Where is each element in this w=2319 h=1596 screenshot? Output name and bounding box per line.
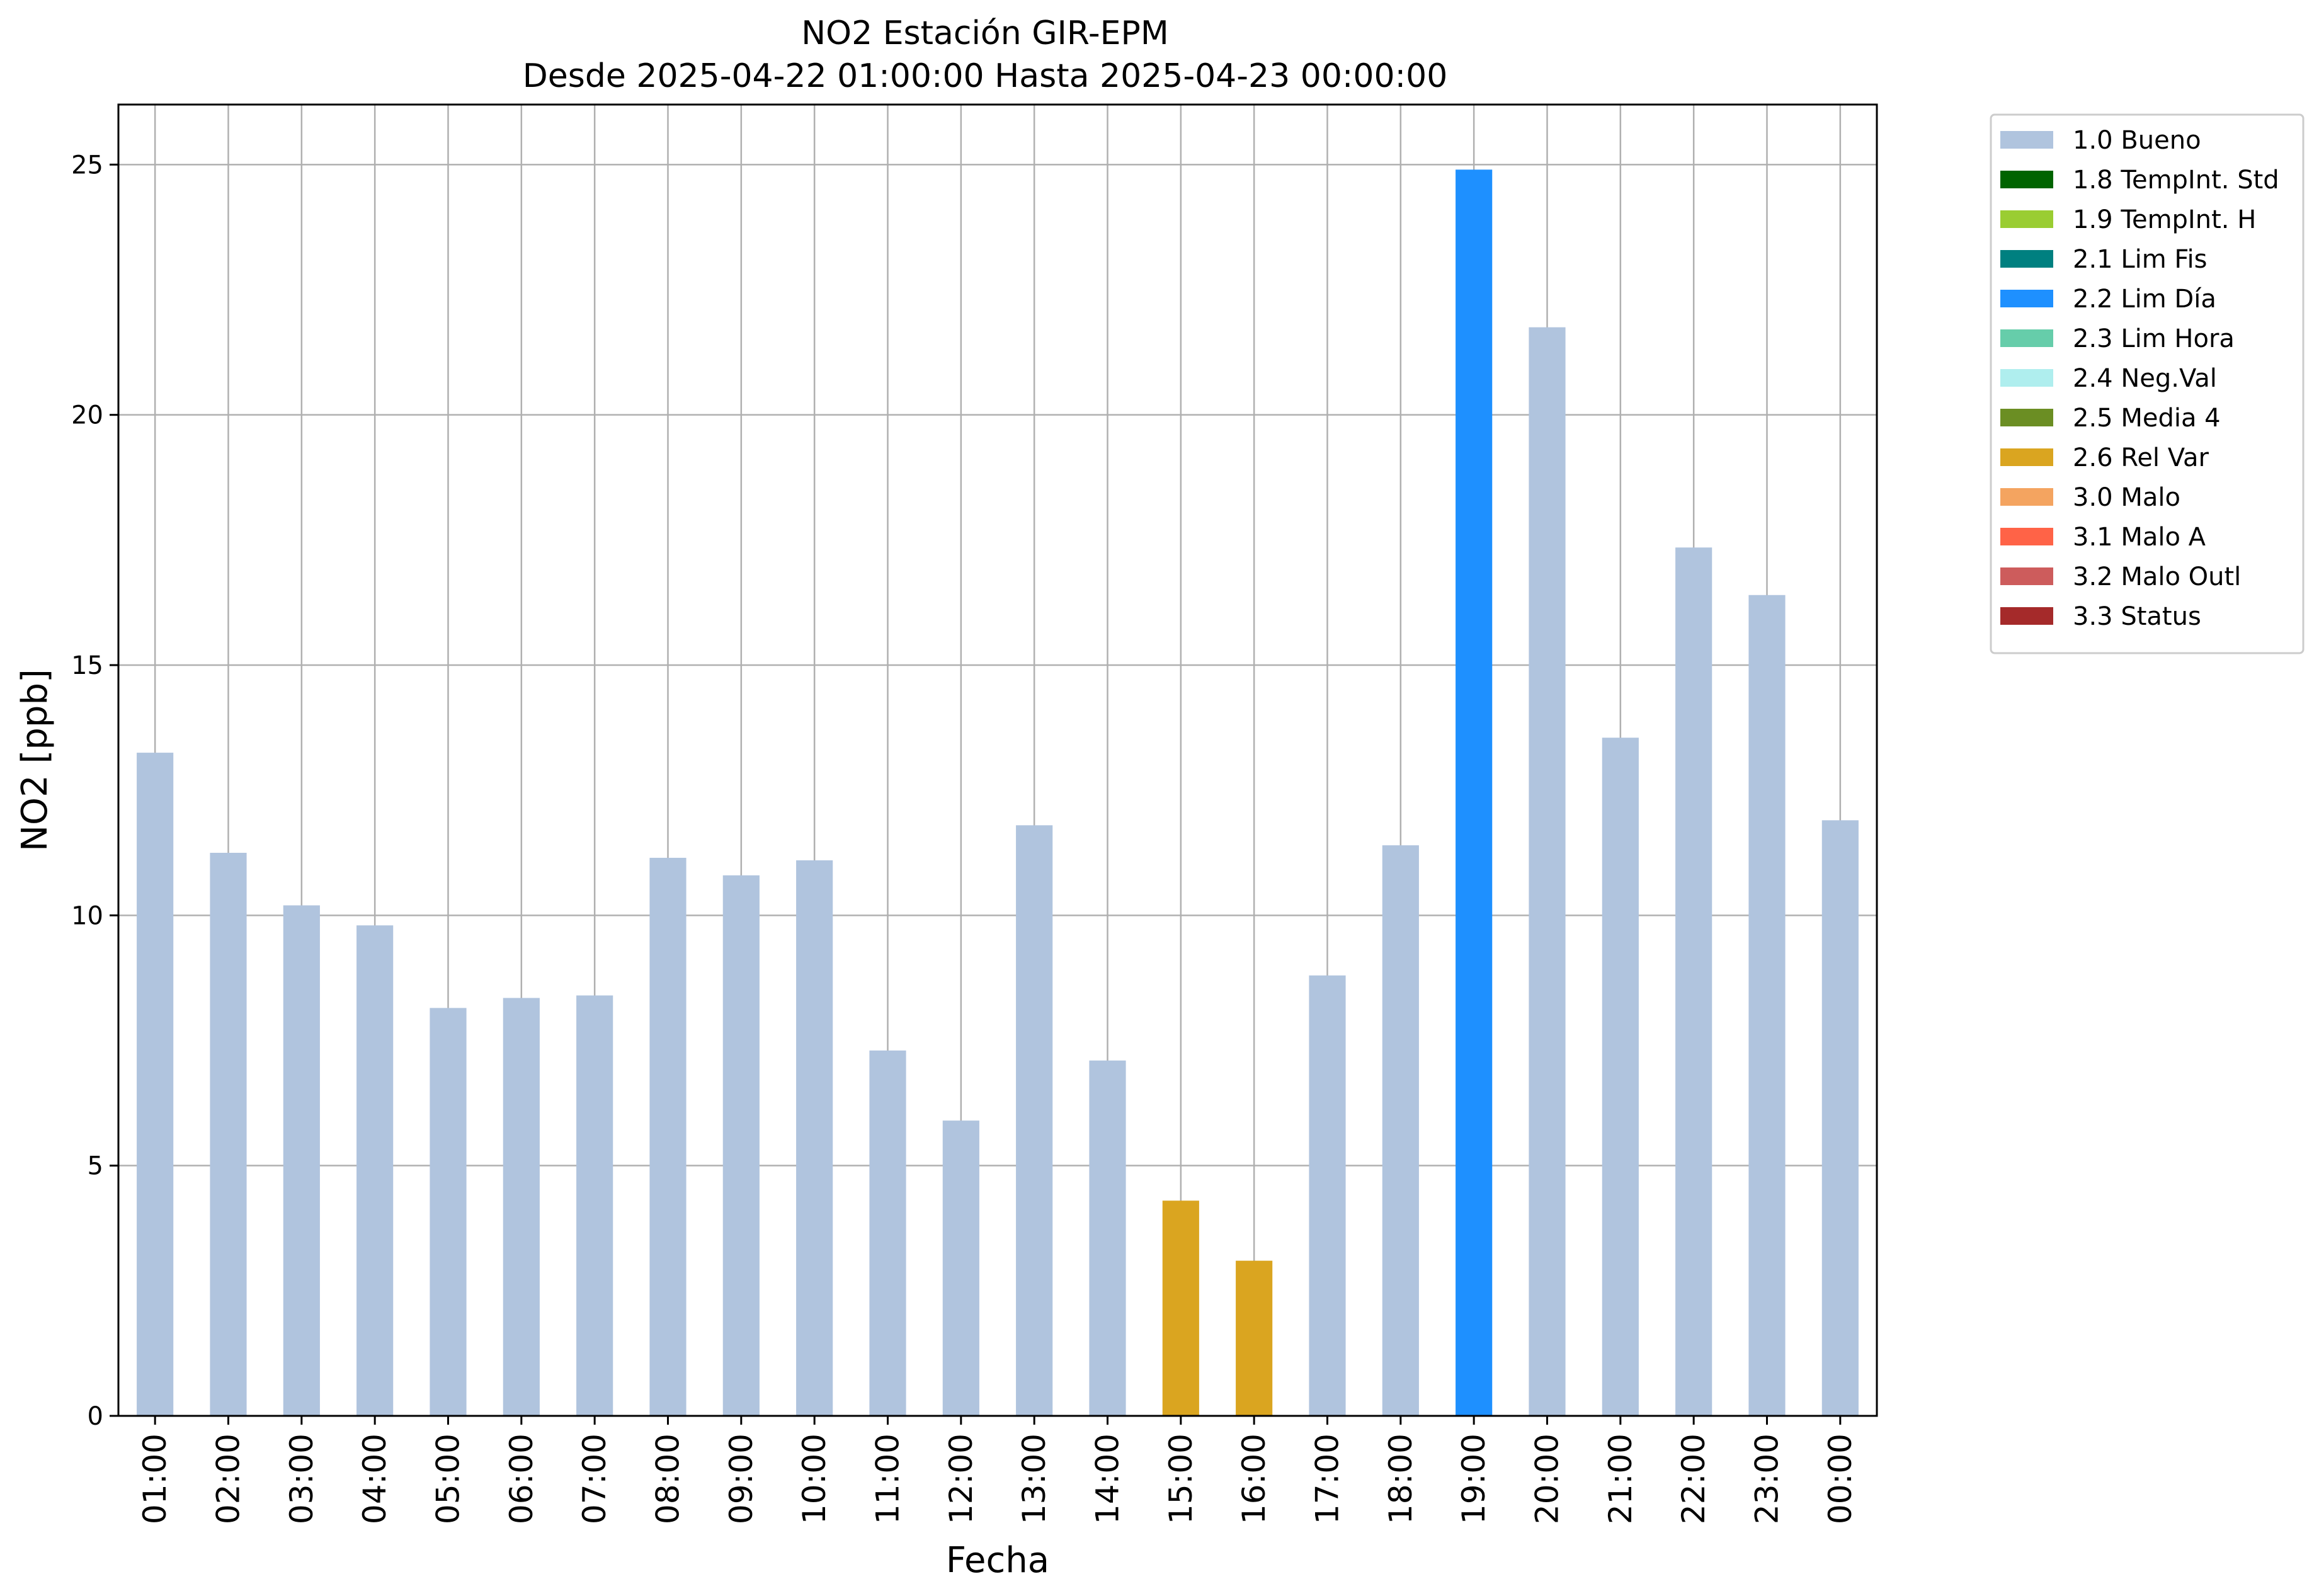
chart-title: NO2 Estación GIR-EPM <box>801 14 1168 52</box>
bar-1900 <box>1456 169 1493 1416</box>
x-axis-label: Fecha <box>946 1540 1049 1581</box>
x-axis-ticks: 01:00 02:00 03:00 04:00 05:00 06:00 07:00 08:00… <box>137 1416 1859 1524</box>
bar-0100 <box>137 753 174 1416</box>
legend-label: 2.1 Lim Fis <box>2073 245 2207 274</box>
x-tick-label: 04:00 <box>356 1434 393 1524</box>
x-tick-label: 05:00 <box>430 1434 467 1524</box>
legend-label: 2.2 Lim Día <box>2073 285 2216 314</box>
legend-label: 3.2 Malo Outl <box>2073 562 2241 591</box>
y-tick-label: 5 <box>88 1152 103 1181</box>
legend-frame <box>1990 113 2305 654</box>
bar-0200 <box>210 853 247 1416</box>
bar-0900 <box>722 875 760 1416</box>
bar-0700 <box>576 995 613 1416</box>
legend-swatch <box>2000 409 2053 426</box>
y-axis-ticks: 0 5 10 15 20 25 <box>71 151 118 1431</box>
bar-1500 <box>1162 1200 1199 1416</box>
x-tick-label: 07:00 <box>576 1434 613 1524</box>
legend-swatch <box>2000 369 2053 387</box>
x-tick-label: 20:00 <box>1529 1434 1566 1524</box>
bar-1800 <box>1382 845 1419 1416</box>
bar-2100 <box>1602 738 1639 1416</box>
x-tick-label: 01:00 <box>137 1434 173 1524</box>
x-tick-label: 00:00 <box>1822 1434 1859 1524</box>
legend-label: 2.4 Neg.Val <box>2073 364 2217 393</box>
legend-label: 3.1 Malo A <box>2073 523 2206 552</box>
legend-swatch <box>2000 329 2053 347</box>
y-tick-label: 15 <box>71 651 103 680</box>
x-tick-label: 23:00 <box>1749 1434 1786 1524</box>
x-tick-label: 02:00 <box>210 1434 247 1524</box>
x-tick-label: 16:00 <box>1236 1434 1272 1524</box>
x-tick-label: 17:00 <box>1309 1434 1346 1524</box>
x-tick-label: 21:00 <box>1602 1434 1639 1524</box>
legend-swatch <box>2000 528 2053 545</box>
x-tick-label: 10:00 <box>796 1434 833 1524</box>
plot-frame <box>117 103 1878 1417</box>
y-axis-label: NO2 [ppb] <box>14 669 55 852</box>
legend-label: 1.0 Bueno <box>2073 126 2201 155</box>
x-tick-label: 22:00 <box>1675 1434 1712 1524</box>
x-tick-label: 13:00 <box>1016 1434 1052 1524</box>
bar-2000 <box>1529 327 1566 1416</box>
x-tick-label: 15:00 <box>1163 1434 1199 1524</box>
x-tick-label: 14:00 <box>1090 1434 1126 1524</box>
bar-1400 <box>1089 1060 1126 1416</box>
bar-0600 <box>503 998 540 1416</box>
x-tick-label: 19:00 <box>1456 1434 1492 1524</box>
bar-0500 <box>430 1008 467 1416</box>
x-tick-label: 18:00 <box>1382 1434 1419 1524</box>
x-tick-label: 09:00 <box>723 1434 760 1524</box>
legend: 1.0 Bueno 1.8 TempInt. Std 1.9 TempInt. H 2… <box>1990 113 2305 654</box>
bar-1300 <box>1016 825 1053 1416</box>
bar-0400 <box>356 925 394 1416</box>
x-tick-label: 11:00 <box>870 1434 906 1524</box>
y-tick-label: 25 <box>71 151 103 180</box>
bar-1100 <box>869 1050 906 1416</box>
bar-1600 <box>1236 1260 1273 1416</box>
y-tick-label: 20 <box>71 401 103 430</box>
legend-swatch <box>2000 607 2053 625</box>
bar-1700 <box>1309 975 1346 1416</box>
legend-label: 3.0 Malo <box>2073 483 2180 512</box>
legend-swatch <box>2000 567 2053 585</box>
x-tick-label: 06:00 <box>503 1434 540 1524</box>
legend-swatch <box>2000 171 2053 188</box>
legend-label: 2.5 Media 4 <box>2073 404 2221 433</box>
y-tick-label: 0 <box>88 1402 103 1431</box>
y-tick-label: 10 <box>71 901 103 930</box>
legend-label: 1.8 TempInt. Std <box>2073 166 2279 195</box>
bars <box>137 169 1859 1416</box>
x-tick-label: 08:00 <box>650 1434 687 1524</box>
legend-label: 1.9 TempInt. H <box>2073 205 2256 234</box>
bar-2300 <box>1748 595 1786 1416</box>
legend-label: 2.6 Rel Var <box>2073 443 2209 472</box>
legend-label: 2.3 Lim Hora <box>2073 324 2235 353</box>
bar-1000 <box>796 860 833 1416</box>
chart-subtitle: Desde 2025-04-22 01:00:00 Hasta 2025-04-… <box>523 57 1448 95</box>
x-tick-label: 12:00 <box>943 1434 979 1524</box>
legend-swatch <box>2000 488 2053 506</box>
bar-0000 <box>1821 820 1859 1416</box>
legend-swatch <box>2000 250 2053 268</box>
legend-swatch <box>2000 290 2053 307</box>
legend-label: 3.3 Status <box>2073 602 2201 631</box>
legend-swatch <box>2000 131 2053 149</box>
legend-swatch <box>2000 448 2053 466</box>
bar-0300 <box>283 905 320 1416</box>
bar-2200 <box>1675 547 1712 1416</box>
x-tick-label: 03:00 <box>283 1434 320 1524</box>
legend-swatch <box>2000 210 2053 228</box>
bar-1200 <box>942 1120 979 1416</box>
bar-0800 <box>649 857 687 1416</box>
